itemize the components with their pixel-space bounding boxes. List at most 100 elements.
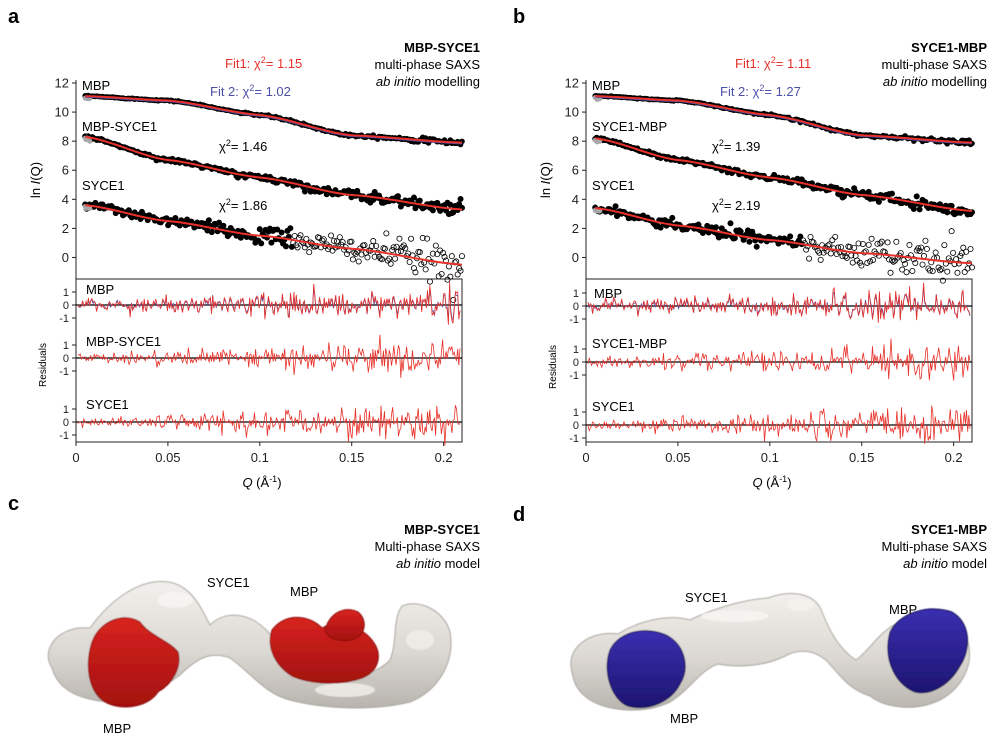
data-point	[274, 226, 281, 233]
panel-a-xlabel: Q (Å-1)	[242, 474, 281, 490]
data-point	[381, 245, 388, 252]
data-point	[287, 225, 294, 232]
data-point	[416, 197, 423, 204]
panel-c-highlight-1	[157, 592, 193, 608]
data-point	[814, 247, 821, 254]
data-point	[400, 242, 407, 249]
x-tick-label: 0.1	[761, 450, 779, 465]
residual-row-1	[586, 338, 972, 381]
data-point	[816, 249, 823, 256]
data-point	[336, 234, 343, 241]
residual-fit2	[77, 285, 461, 322]
residual-tick-label: 0	[63, 353, 69, 365]
data-point	[355, 258, 362, 265]
panel-a-residuals	[76, 281, 462, 446]
data-point	[387, 260, 394, 267]
y-tick-label: 12	[565, 76, 579, 91]
residual-tick-label: 0	[63, 300, 69, 312]
panel-c-envelope	[47, 581, 452, 709]
residual-fit1	[77, 334, 461, 378]
data-point	[377, 255, 384, 262]
data-point	[922, 237, 929, 244]
data-point	[916, 206, 923, 213]
residual-tick-label: 1	[573, 288, 579, 300]
data-point	[731, 235, 738, 242]
panel-d-label-mbp-right: MBP	[889, 602, 917, 617]
excluded-point	[87, 138, 93, 144]
data-point	[438, 270, 445, 277]
series-syce1-mbp	[592, 134, 976, 218]
data-point	[868, 235, 875, 242]
data-point	[378, 256, 385, 263]
data-point	[364, 254, 371, 261]
residual-row-2	[76, 405, 462, 446]
data-point	[787, 233, 794, 240]
data-point	[842, 253, 849, 260]
panel-b-y-ticks: 0 2 4 6 8 10 12	[565, 76, 586, 265]
panel-d-highlight-1	[701, 610, 769, 622]
panel-d: d SYCE1-MBP Multi-phase SAXS ab initio m…	[513, 504, 987, 726]
residual-tick-label: -1	[569, 314, 579, 326]
data-point	[370, 238, 377, 245]
panel-b-title: SYCE1-MBP	[911, 40, 987, 55]
data-point	[963, 248, 970, 255]
residual-fit1	[587, 338, 971, 381]
data-point	[912, 259, 919, 266]
panel-d-title: SYCE1-MBP	[911, 522, 987, 537]
fit1-line	[595, 137, 973, 212]
panel-letter-c: c	[8, 493, 19, 515]
panel-a: a MBP-SYCE1 multi-phase SAXS ab initio m…	[8, 6, 480, 490]
x-tick-label: 0.15	[339, 450, 364, 465]
data-point	[865, 241, 872, 248]
y-tick-label: 4	[62, 192, 69, 207]
panel-c-label-mbp-top: MBP	[290, 584, 318, 599]
panel-a-fit2: Fit 2: χ2= 1.02	[210, 83, 291, 99]
panel-d-label-syce1: SYCE1	[685, 590, 728, 605]
panel-letter-b: b	[513, 6, 525, 28]
panel-c-method: ab initio model	[396, 556, 480, 571]
panel-d-highlight-2	[786, 599, 814, 611]
panel-a-chi-syce1: χ2= 1.86	[219, 197, 267, 213]
panel-a-chi-mbp-syce1: χ2= 1.46	[219, 138, 267, 154]
data-point	[268, 239, 275, 246]
panel-a-resid-label-2: SYCE1	[86, 397, 129, 412]
panel-b-ylabel-residuals: Residuals	[548, 345, 559, 389]
panel-letter-a: a	[8, 6, 20, 28]
panel-d-mbp-envelope-left	[606, 630, 686, 708]
data-point	[416, 249, 423, 256]
data-point	[899, 266, 906, 273]
data-point	[612, 203, 619, 210]
data-point	[371, 253, 378, 260]
data-point	[969, 264, 976, 271]
data-point	[832, 233, 839, 240]
data-point	[829, 237, 836, 244]
data-point	[851, 244, 858, 251]
y-tick-label: 0	[572, 250, 579, 265]
data-point	[397, 248, 404, 255]
panel-a-trace-label-mbp-syce1: MBP-SYCE1	[82, 119, 157, 134]
residual-tick-label: -1	[569, 370, 579, 382]
series-mbp	[82, 92, 465, 148]
data-point	[408, 235, 415, 242]
data-point	[918, 244, 925, 251]
x-tick-label: 0.05	[155, 450, 180, 465]
data-point	[838, 244, 845, 251]
data-point	[320, 236, 327, 243]
data-point	[402, 245, 409, 252]
panel-c-subtitle: Multi-phase SAXS	[375, 539, 481, 554]
panel-b-residuals	[586, 282, 972, 444]
residual-tick-label: 0	[63, 417, 69, 429]
data-point	[932, 249, 939, 256]
data-point	[256, 226, 263, 233]
panel-d-label-mbp-bottom: MBP	[670, 711, 698, 726]
data-point	[294, 244, 301, 251]
y-tick-label: 2	[62, 221, 69, 236]
data-point	[454, 271, 461, 278]
panel-a-method: ab initio modelling	[376, 74, 480, 89]
data-point	[919, 261, 926, 268]
data-point	[941, 242, 948, 249]
data-point	[426, 278, 433, 285]
data-point	[806, 255, 813, 262]
y-tick-label: 8	[572, 134, 579, 149]
